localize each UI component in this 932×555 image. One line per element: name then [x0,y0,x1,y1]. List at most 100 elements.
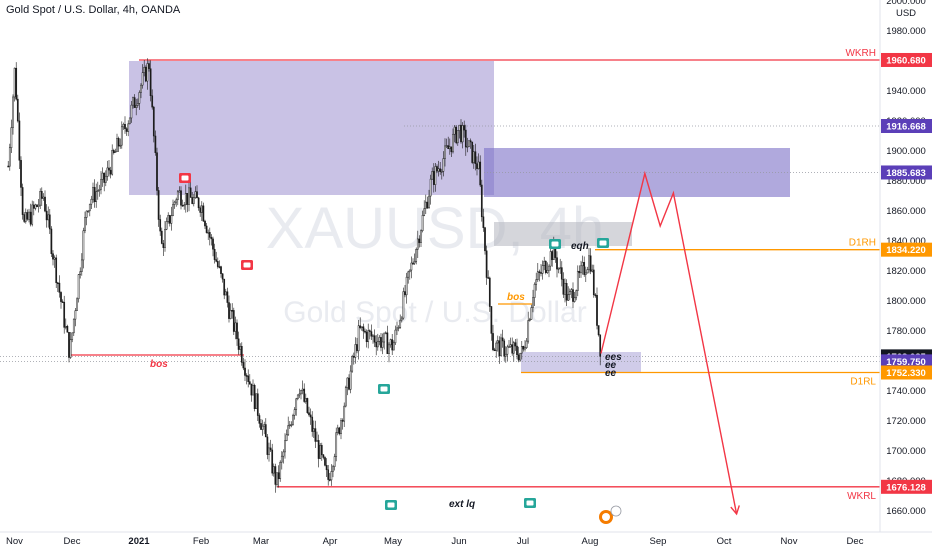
candle-body [71,332,74,340]
candle-body [346,377,349,388]
projection-path[interactable] [600,170,738,515]
candle-body [47,214,50,221]
candle-body [506,346,509,355]
candle-body [226,291,229,303]
projection-arrowhead [730,505,740,516]
candle-body [263,424,266,427]
candle-body [56,282,59,284]
candle-body [164,229,166,248]
candle-body [208,232,211,238]
candle-body [448,146,451,150]
candle-body [349,370,352,390]
candle-body [224,291,227,296]
candle-body [368,330,371,332]
candle-body [405,276,408,296]
candle-body [98,189,101,191]
countdown-badge[interactable] [599,505,622,524]
candle-body [157,190,160,220]
candle-body [327,469,330,480]
candle-body [293,409,296,416]
candle-body [250,383,253,396]
candle-body [162,243,165,248]
candle-body [104,175,107,183]
candle-body [29,211,32,225]
event-marker-inner [551,241,559,247]
time-tick-label: Apr [323,536,338,547]
candle-body [532,297,534,308]
candle-body [175,199,178,203]
candle-body [516,345,518,356]
candle-body [277,472,280,480]
time-axis[interactable] [0,532,880,550]
candle-body [498,340,501,357]
candle-body [100,179,102,190]
grey-zone-top [494,222,632,246]
candle-body [556,257,558,270]
candle-body [591,269,594,272]
candle-body [92,187,94,200]
candle-body [376,340,379,348]
candle-body [223,278,226,296]
candle-body [439,168,442,172]
candle-body [53,257,56,260]
candle-body [525,340,528,348]
candle-body [117,138,120,147]
candle-body [202,205,205,222]
candle-body [511,344,514,354]
candle-body [290,424,293,426]
candle-body [122,124,125,128]
candle-body [487,277,490,279]
candle-body [183,204,186,207]
candle-body [360,326,363,328]
time-tick-label: May [384,536,402,547]
candle-body [512,342,515,354]
candle-body [335,432,338,457]
candle-body [394,329,397,344]
candle-body [325,465,328,471]
candle-body [266,436,269,455]
candle-body [247,375,250,382]
level-label: D1RH [849,238,876,249]
candle-body [333,456,336,467]
candle-body [264,424,267,438]
candle-body [388,344,390,354]
candle-body [535,279,538,285]
candle-body [168,215,171,224]
candle-body [514,342,517,347]
candle-body [538,271,541,273]
candle-body [101,172,104,180]
candle-body [191,197,194,204]
level-label: D1RL [850,377,876,388]
price-axis[interactable] [880,0,932,532]
candle-body [543,260,546,266]
candle-body [450,146,453,153]
price-tick-label: 1740.000 [886,386,926,397]
candle-body [424,201,427,209]
candle-body [492,333,494,351]
candle-body [509,344,512,347]
candle-body [240,346,243,363]
price-tag-label: 1885.683 [886,168,926,179]
candle-body [12,96,14,128]
candle-body [37,204,40,207]
candle-body [488,277,491,307]
time-tick-label: Jun [451,536,466,547]
candle-body [466,146,469,148]
candle-body [423,208,426,216]
candle-body [192,197,195,204]
candle-body [332,466,334,472]
candle-body [338,427,341,435]
candle-body [392,342,395,351]
candle-body [284,440,286,453]
price-tag-label: 1676.128 [886,482,926,493]
candle-body [399,319,402,328]
event-marker-inner [380,386,388,392]
candle-body [111,150,114,175]
candle-body [256,393,259,416]
candle-body [348,377,350,390]
symbol-title[interactable]: Gold Spot / U.S. Dollar, 4h, OANDA [6,4,181,16]
candle-body [432,171,435,185]
candle-body [132,97,134,106]
